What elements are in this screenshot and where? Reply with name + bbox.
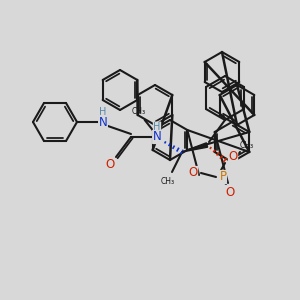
Text: CH₃: CH₃ bbox=[161, 178, 175, 187]
Text: N: N bbox=[99, 116, 107, 128]
Text: H: H bbox=[153, 122, 161, 132]
Text: H: H bbox=[99, 107, 107, 117]
Text: P: P bbox=[220, 170, 226, 184]
Text: CH₃: CH₃ bbox=[132, 107, 146, 116]
Text: CH₃: CH₃ bbox=[240, 140, 254, 149]
Text: N: N bbox=[153, 130, 161, 143]
Text: O: O bbox=[228, 149, 238, 163]
Text: O: O bbox=[105, 158, 115, 172]
Polygon shape bbox=[182, 143, 208, 152]
Text: O: O bbox=[188, 167, 198, 179]
Text: O: O bbox=[225, 185, 235, 199]
